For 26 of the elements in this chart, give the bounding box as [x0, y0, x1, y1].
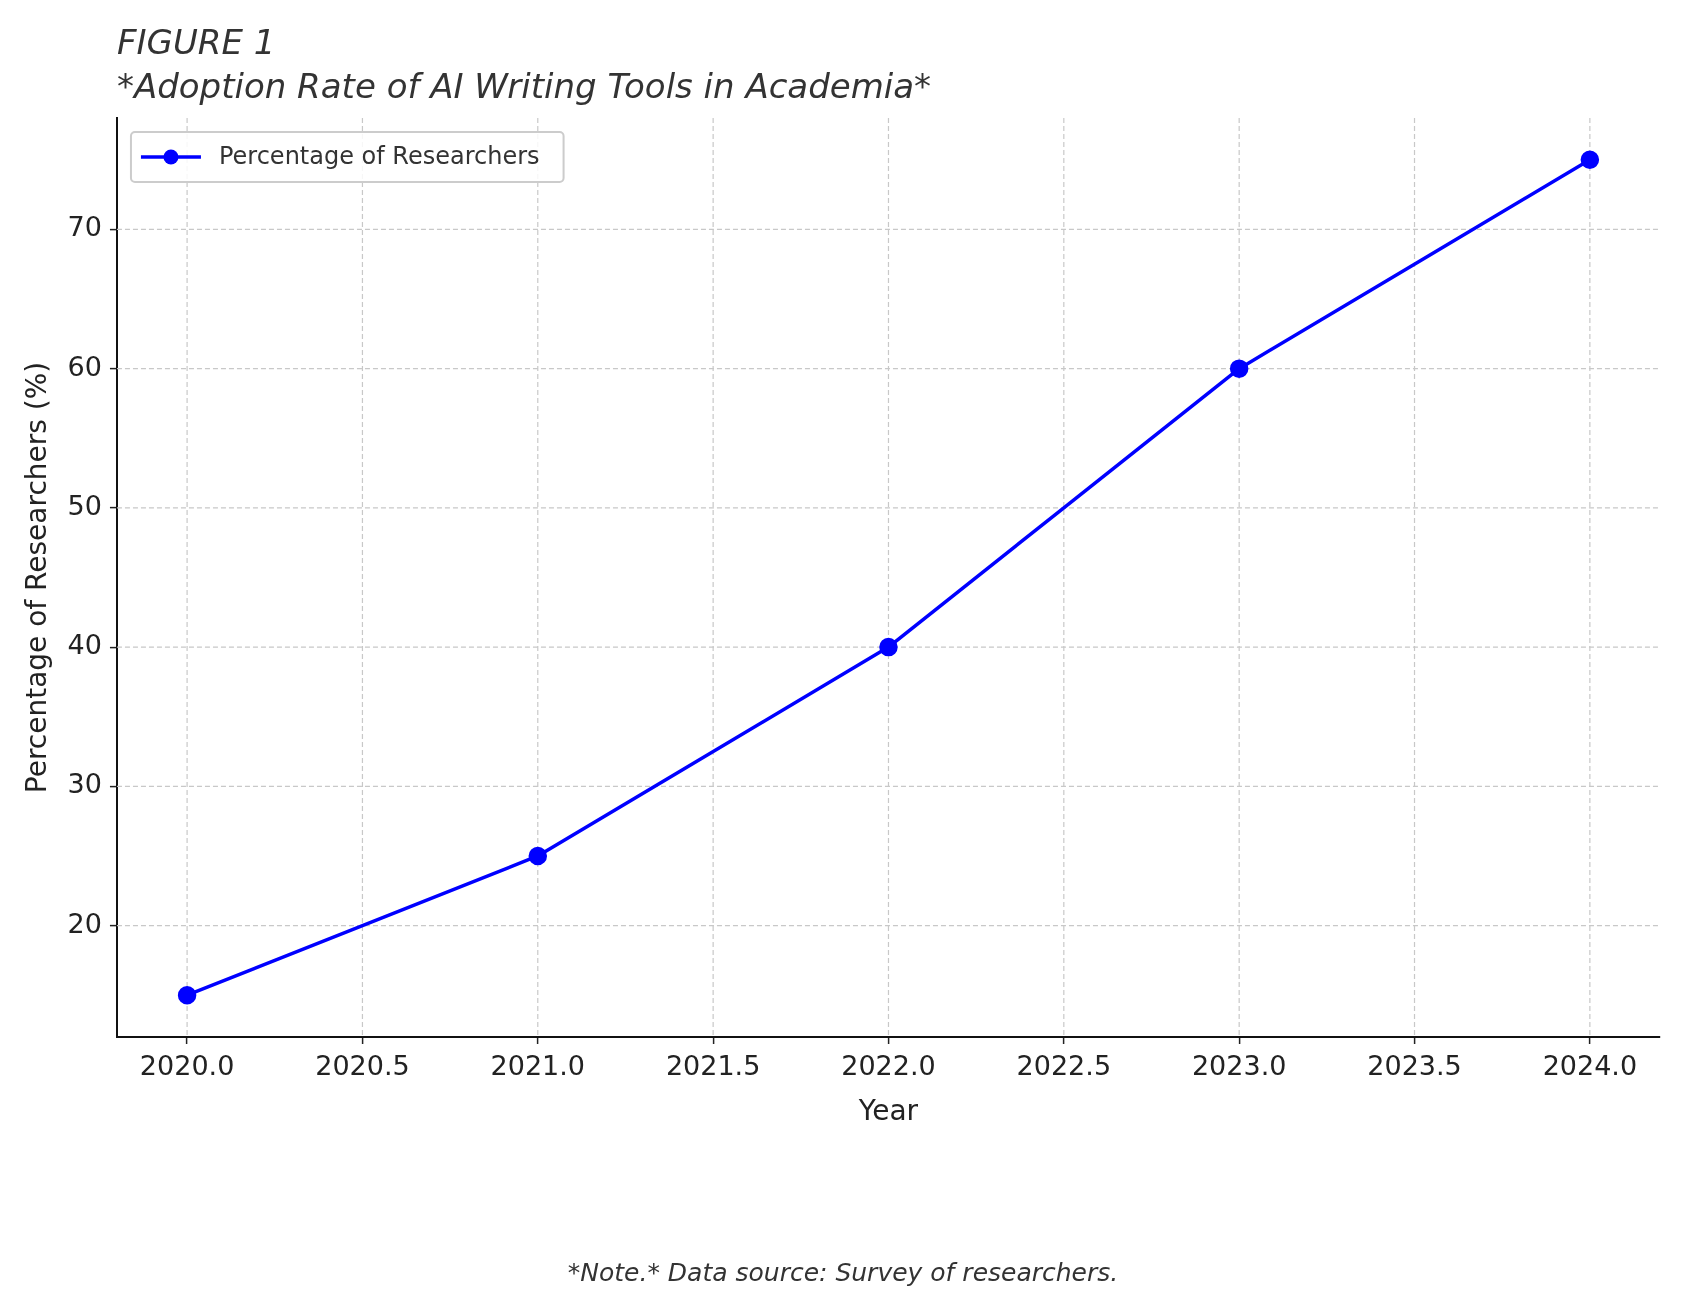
text: *Note.* Data source: Survey of researchers. — [567, 1258, 1119, 1287]
x-tick-label: 2024.0 — [1542, 1050, 1638, 1082]
x-tick-label: 2023.5 — [1367, 1050, 1462, 1082]
y-tick-label: 40 — [67, 629, 102, 661]
x-tick-label: 2022.5 — [1016, 1050, 1112, 1082]
point — [1580, 150, 1600, 170]
x-axis-title: Year — [857, 1094, 919, 1128]
x-tick-label: 2022.0 — [841, 1050, 936, 1082]
y-tick-label: 50 — [67, 489, 102, 521]
chart-subtitle: *Adoption Rate of AI Writing Tools in Academia* — [116, 66, 932, 106]
chart-title: FIGURE 1 — [116, 22, 276, 62]
x-tick-label: 2021.0 — [490, 1050, 586, 1082]
y-tick-label: 20 — [67, 907, 102, 939]
point — [879, 637, 898, 657]
x-tick-label: 2023.0 — [1191, 1050, 1287, 1082]
point — [177, 985, 197, 1005]
y-tick-label: 70 — [67, 211, 102, 243]
legend-label: Percentage of Researchers — [218, 142, 540, 171]
point — [1229, 359, 1249, 378]
x-tick-label: 2020.0 — [139, 1050, 235, 1082]
y-tick-label: 60 — [67, 350, 102, 382]
y-tick-label: 30 — [67, 768, 102, 800]
point — [528, 846, 548, 866]
x-tick-label: 2021.5 — [665, 1050, 761, 1082]
y-axis-title: Percentage of Researchers (%) — [20, 361, 54, 794]
x-tick-label: 2020.5 — [315, 1050, 410, 1082]
